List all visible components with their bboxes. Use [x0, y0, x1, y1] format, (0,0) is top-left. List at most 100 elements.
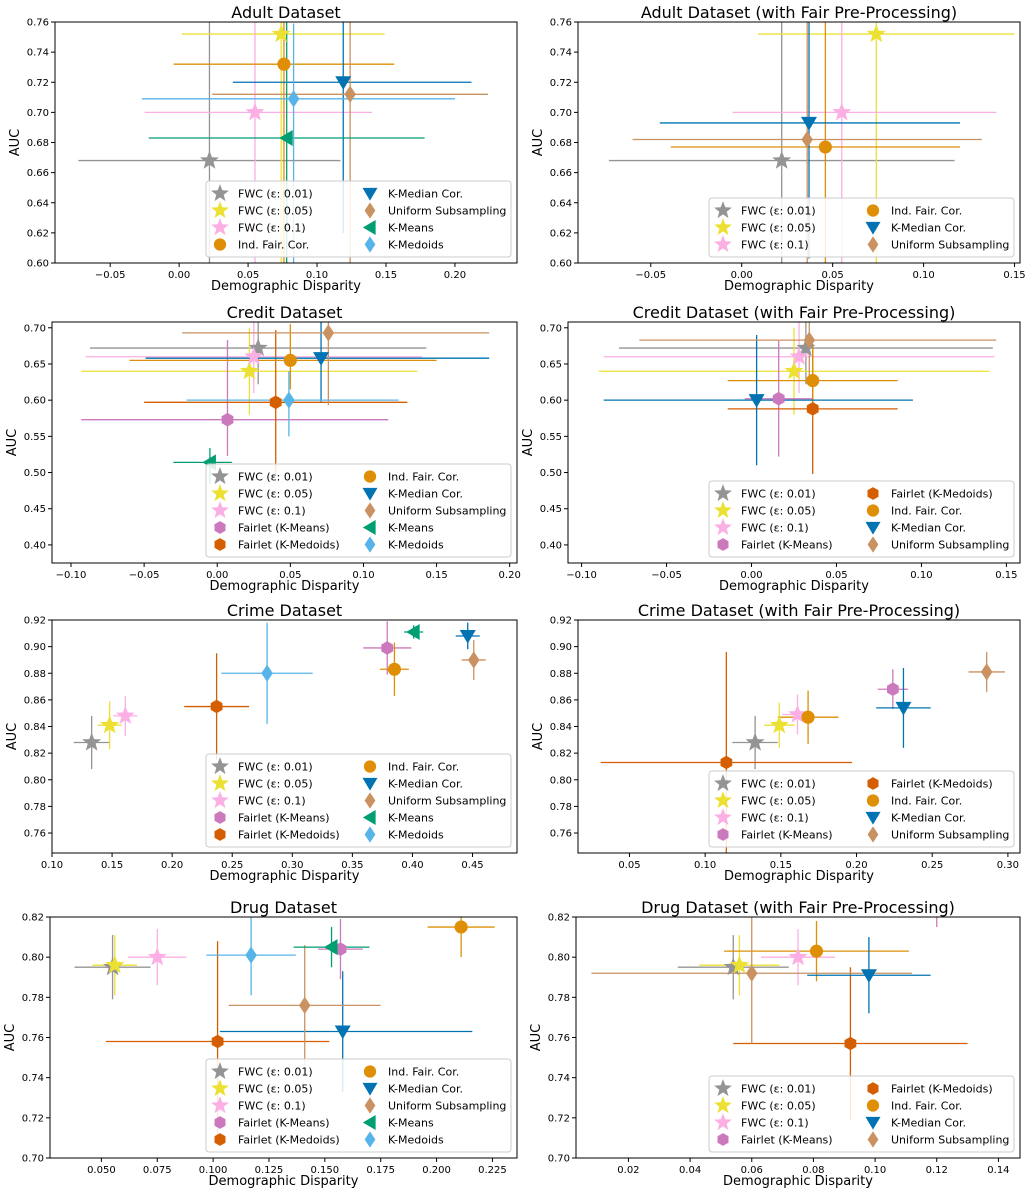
legend-label: FWC (ε: 0.01)	[741, 778, 816, 791]
data-point	[269, 395, 282, 410]
legend-label: K-Median Cor.	[891, 1117, 966, 1130]
y-tick-label: 0.76	[24, 829, 46, 840]
y-tick-label: 0.80	[548, 953, 570, 964]
legend-marker	[866, 794, 880, 807]
legend-marker	[865, 521, 881, 535]
legend-marker	[363, 1065, 377, 1078]
data-point	[980, 663, 993, 681]
chart-panel-2: −0.05 0.00 0.05 0.10 0.15 0.60 0.62 0.64 0.66 0.6…	[531, 3, 1026, 294]
legend-label: FWC (ε: 0.01)	[741, 1083, 816, 1096]
data-point	[334, 1025, 351, 1040]
legend-label: Uniform Subsampling	[388, 1100, 506, 1113]
data-point	[454, 920, 468, 934]
legend-marker	[364, 792, 376, 809]
data-point	[788, 704, 807, 723]
chart-title: Crime Dataset	[227, 601, 342, 620]
y-tick-label: 0.62	[27, 228, 49, 239]
x-tick-label: 0.00	[168, 270, 190, 281]
legend-label: Fairlet (K-Medoids)	[238, 1134, 340, 1147]
x-tick-label: −0.05	[129, 570, 160, 581]
y-tick-label: 0.68	[550, 138, 572, 149]
y-tick-label: 0.92	[550, 616, 572, 627]
legend-marker	[362, 520, 376, 535]
x-tick-label: 0.30	[281, 860, 303, 871]
legend-box	[708, 770, 1015, 848]
y-tick-label: 0.92	[24, 616, 46, 627]
legend-marker	[866, 504, 880, 517]
legend-label: FWC (ε: 0.05)	[238, 205, 313, 218]
legend-marker	[867, 536, 879, 553]
y-tick-label: 0.76	[550, 829, 572, 840]
legend-label: FWC (ε: 0.01)	[741, 205, 816, 218]
legend-label: FWC (ε: 0.05)	[238, 1083, 313, 1096]
y-tick-label: 0.84	[550, 722, 572, 733]
x-tick-label: 0.10	[352, 570, 374, 581]
x-tick-label: 0.15	[375, 270, 397, 281]
data-point	[344, 85, 356, 103]
legend-marker	[211, 218, 229, 236]
chart-title: Adult Dataset	[231, 3, 340, 22]
legend-label: FWC (ε: 0.05)	[741, 795, 816, 808]
y-tick-label: 0.80	[550, 775, 572, 786]
y-tick-label: 0.72	[548, 1113, 570, 1124]
x-tick-label: 0.30	[997, 860, 1019, 871]
y-tick-label: 0.65	[24, 359, 46, 370]
x-tick-label: 0.20	[444, 270, 466, 281]
chart-panel-7: 0.050 0.075 0.100 0.125 0.150 0.175 0.200 0.225…	[3, 898, 518, 1189]
chart-panel-5: 0.10 0.15 0.20 0.25 0.30 0.35 0.40 0.45 0.76 0.78…	[5, 601, 518, 884]
legend-label: K-Median Cor.	[891, 812, 966, 825]
legend-marker	[363, 470, 377, 483]
legend-marker	[211, 774, 229, 792]
legend-label: K-Medoids	[388, 1134, 444, 1147]
y-tick-label: 0.78	[22, 993, 44, 1004]
x-tick-label: 0.10	[910, 570, 932, 581]
legend-label: FWC (ε: 0.01)	[238, 188, 313, 201]
legend-marker	[714, 808, 732, 826]
legend-label: Fairlet (K-Means)	[741, 539, 833, 552]
y-axis-label: AUC	[5, 429, 20, 457]
y-tick-label: 0.66	[27, 168, 49, 179]
legend-marker	[866, 1099, 880, 1112]
axes-frame	[567, 321, 1021, 564]
data-point	[720, 755, 733, 770]
data-point	[801, 116, 818, 131]
x-tick-label: 0.20	[845, 860, 867, 871]
legend-marker	[714, 201, 732, 219]
y-tick-label: 0.82	[550, 749, 572, 760]
x-axis-label: Demographic Disparity	[724, 869, 874, 884]
y-tick-label: 0.88	[24, 669, 46, 680]
y-tick-label: 0.70	[27, 108, 49, 119]
legend-label: FWC (ε: 0.1)	[238, 505, 306, 518]
legend-label: K-Median Cor.	[891, 222, 966, 235]
x-tick-label: 0.200	[422, 1165, 451, 1176]
data-point	[788, 947, 808, 966]
legend-label: Fairlet (K-Means)	[238, 522, 330, 535]
data-point	[210, 699, 223, 714]
legend-label: K-Median Cor.	[388, 488, 463, 501]
y-tick-label: 0.82	[24, 749, 46, 760]
legend-marker	[363, 760, 377, 773]
x-tick-label: 0.075	[143, 1165, 172, 1176]
legend-label: Ind. Fair. Cor.	[388, 471, 459, 484]
legend-label: FWC (ε: 0.05)	[741, 222, 816, 235]
data-point	[887, 682, 899, 696]
x-tick-label: 0.25	[221, 860, 243, 871]
y-axis-label: AUC	[3, 1024, 18, 1052]
y-tick-label: 0.45	[540, 504, 562, 515]
data-point	[287, 90, 300, 108]
data-point	[100, 715, 120, 734]
data-point	[789, 346, 809, 365]
legend-label: FWC (ε: 0.1)	[741, 812, 809, 825]
data-point	[271, 24, 291, 43]
legend-label: Uniform Subsampling	[388, 795, 506, 808]
legend-marker	[714, 518, 732, 536]
legend-label: FWC (ε: 0.1)	[238, 1100, 306, 1113]
legend: FWC (ε: 0.01) FWC (ε: 0.05) FWC (ε: 0.1) In…	[205, 180, 512, 258]
x-tick-label: −0.05	[635, 270, 666, 281]
legend: FWC (ε: 0.01) FWC (ε: 0.05) FWC (ε: 0.1) Fa…	[708, 770, 1015, 848]
legend-marker	[214, 1116, 226, 1129]
legend-marker	[362, 777, 378, 791]
data-point	[313, 352, 330, 366]
x-tick-label: 0.15	[101, 860, 123, 871]
